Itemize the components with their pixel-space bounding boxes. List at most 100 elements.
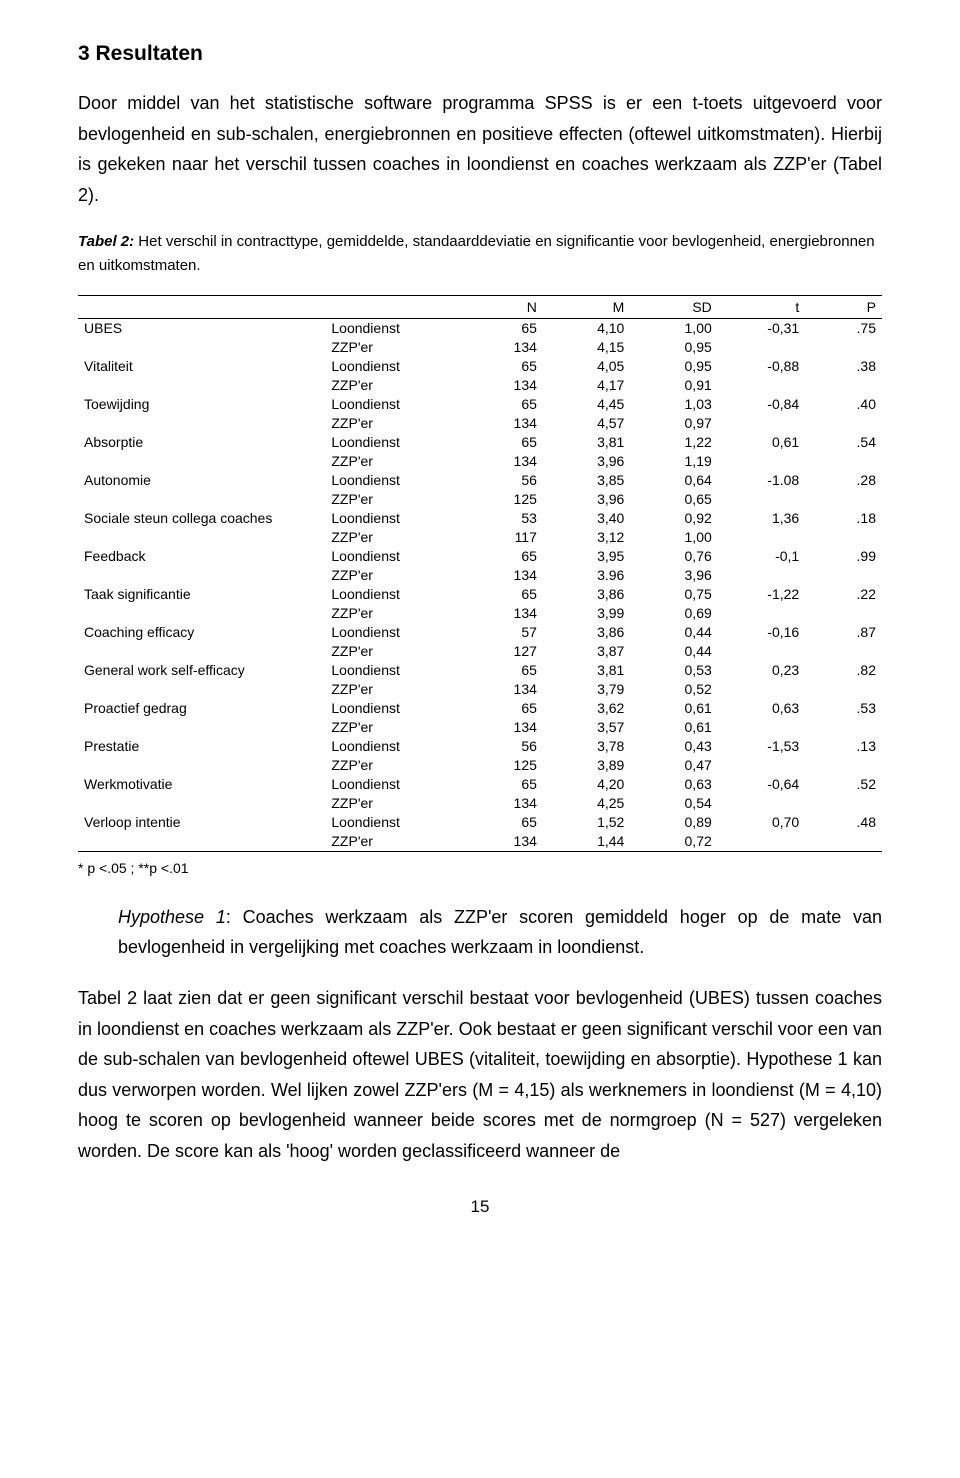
cell-n: 117 (466, 528, 543, 547)
cell-m: 3,81 (543, 433, 630, 452)
cell-p: .99 (805, 547, 882, 566)
cell-t: -1.08 (718, 471, 805, 490)
table-row: Sociale steun collega coachesLoondienst5… (78, 509, 882, 528)
cell-n: 134 (466, 452, 543, 471)
group-zzp: ZZP'er (325, 794, 466, 813)
group-zzp: ZZP'er (325, 642, 466, 661)
group-loondienst: Loondienst (325, 585, 466, 604)
cell-t: -0,31 (718, 318, 805, 338)
table-row: ZZP'er1173,121,00 (78, 528, 882, 547)
group-loondienst: Loondienst (325, 433, 466, 452)
cell-sd: 0,75 (630, 585, 717, 604)
cell-m: 4,15 (543, 338, 630, 357)
cell-sd: 0,69 (630, 604, 717, 623)
cell-sd: 0,54 (630, 794, 717, 813)
cell-m: 3,96 (543, 452, 630, 471)
section-heading: 3 Resultaten (78, 42, 882, 66)
cell-sd: 0,52 (630, 680, 717, 699)
group-loondienst: Loondienst (325, 318, 466, 338)
table-row: VitaliteitLoondienst654,050,95-0,88.38 (78, 357, 882, 376)
cell-m: 4,10 (543, 318, 630, 338)
cell-m: 3,87 (543, 642, 630, 661)
group-loondienst: Loondienst (325, 357, 466, 376)
cell-sd: 1,00 (630, 528, 717, 547)
table-row: UBESLoondienst654,101,00-0,31.75 (78, 318, 882, 338)
table-row: FeedbackLoondienst653,950,76-0,1.99 (78, 547, 882, 566)
table-caption: Tabel 2: Het verschil in contracttype, g… (78, 230, 882, 277)
row-label: Taak significantie (78, 585, 325, 604)
row-label: General work self-efficacy (78, 661, 325, 680)
cell-m: 1,44 (543, 832, 630, 852)
cell-n: 134 (466, 832, 543, 852)
cell-m: 4,20 (543, 775, 630, 794)
hypothesis-text: : Coaches werkzaam als ZZP'er scoren gem… (118, 907, 882, 958)
cell-p: .75 (805, 318, 882, 338)
cell-n: 65 (466, 395, 543, 414)
cell-n: 65 (466, 433, 543, 452)
cell-sd: 0,92 (630, 509, 717, 528)
table-row: ZZP'er1341,440,72 (78, 832, 882, 852)
cell-m: 4,45 (543, 395, 630, 414)
row-label: Feedback (78, 547, 325, 566)
group-zzp: ZZP'er (325, 452, 466, 471)
cell-t: -0,64 (718, 775, 805, 794)
col-header-t: t (718, 295, 805, 318)
row-label: Absorptie (78, 433, 325, 452)
cell-sd: 3,96 (630, 566, 717, 585)
cell-sd: 0,43 (630, 737, 717, 756)
cell-sd: 0,91 (630, 376, 717, 395)
group-zzp: ZZP'er (325, 604, 466, 623)
group-loondienst: Loondienst (325, 699, 466, 718)
cell-sd: 0,97 (630, 414, 717, 433)
group-zzp: ZZP'er (325, 376, 466, 395)
cell-sd: 0,44 (630, 642, 717, 661)
cell-sd: 1,03 (630, 395, 717, 414)
cell-n: 134 (466, 604, 543, 623)
group-loondienst: Loondienst (325, 737, 466, 756)
cell-t: -0,88 (718, 357, 805, 376)
cell-m: 3,62 (543, 699, 630, 718)
row-label: Proactief gedrag (78, 699, 325, 718)
table-row: PrestatieLoondienst563,780,43-1,53.13 (78, 737, 882, 756)
cell-sd: 0,53 (630, 661, 717, 680)
cell-n: 65 (466, 813, 543, 832)
table-header-row: N M SD t P (78, 295, 882, 318)
table-row: Taak significantieLoondienst653,860,75-1… (78, 585, 882, 604)
cell-n: 134 (466, 680, 543, 699)
row-label: Prestatie (78, 737, 325, 756)
cell-t: -0,1 (718, 547, 805, 566)
cell-n: 56 (466, 737, 543, 756)
cell-t: 0,70 (718, 813, 805, 832)
cell-m: 3,12 (543, 528, 630, 547)
group-loondienst: Loondienst (325, 813, 466, 832)
row-label: UBES (78, 318, 325, 338)
cell-sd: 0,61 (630, 718, 717, 737)
group-zzp: ZZP'er (325, 680, 466, 699)
group-loondienst: Loondienst (325, 395, 466, 414)
col-header-p: P (805, 295, 882, 318)
hypothesis-lead: Hypothese 1 (118, 907, 226, 927)
cell-t: 1,36 (718, 509, 805, 528)
cell-p: .82 (805, 661, 882, 680)
table-row: ZZP'er1273,870,44 (78, 642, 882, 661)
cell-n: 57 (466, 623, 543, 642)
cell-m: 3.96 (543, 566, 630, 585)
cell-t: -1,53 (718, 737, 805, 756)
cell-m: 3,57 (543, 718, 630, 737)
group-zzp: ZZP'er (325, 718, 466, 737)
cell-m: 3,79 (543, 680, 630, 699)
table-row: General work self-efficacyLoondienst653,… (78, 661, 882, 680)
cell-n: 65 (466, 547, 543, 566)
row-label: Sociale steun collega coaches (78, 509, 325, 528)
page-container: 3 Resultaten Door middel van het statist… (0, 0, 960, 1257)
cell-p: .54 (805, 433, 882, 452)
group-zzp: ZZP'er (325, 566, 466, 585)
cell-m: 3,85 (543, 471, 630, 490)
cell-p: .22 (805, 585, 882, 604)
table-row: AbsorptieLoondienst653,811,220,61.54 (78, 433, 882, 452)
col-header-sd: SD (630, 295, 717, 318)
group-zzp: ZZP'er (325, 490, 466, 509)
cell-p: .40 (805, 395, 882, 414)
cell-sd: 0,89 (630, 813, 717, 832)
closing-paragraph: Tabel 2 laat zien dat er geen significan… (78, 983, 882, 1167)
